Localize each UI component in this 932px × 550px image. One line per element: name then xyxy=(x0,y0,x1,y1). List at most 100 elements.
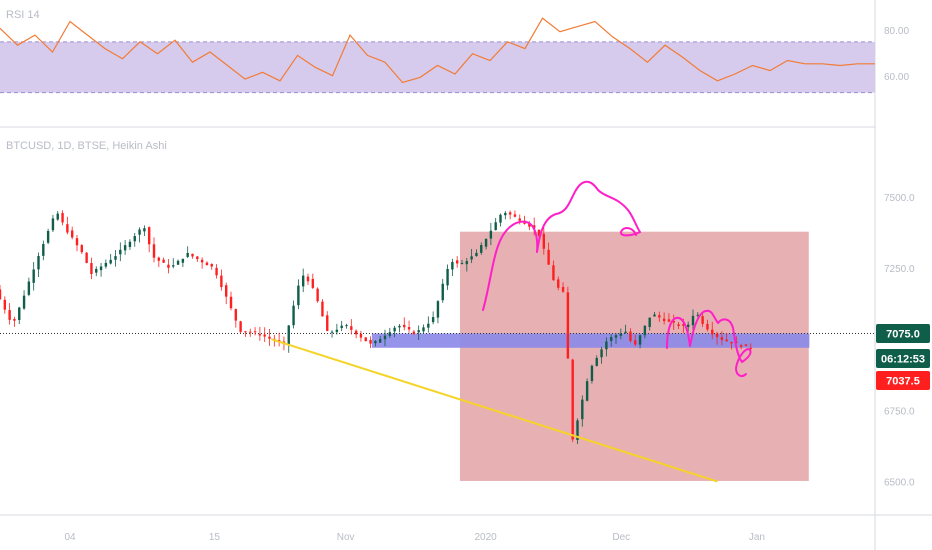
candle-body xyxy=(37,256,40,270)
candle-body xyxy=(571,359,574,440)
candle-body xyxy=(590,365,594,382)
candle-body xyxy=(239,321,242,332)
prev-close-badge xyxy=(876,371,930,391)
candle-body xyxy=(306,276,310,282)
candle-body xyxy=(480,245,483,253)
price-pane[interactable]: BTCUSD, 1D, BTSE, Heikin Ashi 7500.0 7250… xyxy=(0,140,930,489)
candle-body xyxy=(157,257,161,261)
candle-body xyxy=(369,339,372,344)
candle-body xyxy=(494,222,497,231)
candle-body xyxy=(609,337,613,341)
countdown-label: 06:12:53 xyxy=(881,354,925,366)
candle-body xyxy=(725,339,728,342)
candle-body xyxy=(335,329,339,333)
candle-body xyxy=(258,334,262,336)
time-axis[interactable]: 04 15 Nov 2020 Dec Jan xyxy=(64,532,765,543)
candle-body xyxy=(13,319,16,321)
time-tick-label: Jan xyxy=(749,532,765,543)
price-tick-label: 6750.0 xyxy=(884,406,915,417)
candle-body xyxy=(181,258,185,263)
candle-body xyxy=(326,315,329,331)
candle-body xyxy=(749,347,752,349)
candle-body xyxy=(614,335,618,338)
candle-body xyxy=(720,337,724,341)
time-tick-label: 04 xyxy=(64,532,76,543)
chart-title: BTCUSD, 1D, BTSE, Heikin Ashi xyxy=(6,140,167,152)
candle-body xyxy=(460,262,464,264)
candle-body xyxy=(196,256,199,260)
candle-body xyxy=(658,315,661,318)
candle-body xyxy=(547,249,550,265)
candle-body xyxy=(27,281,31,295)
rsi-line xyxy=(0,17,875,84)
trendline[interactable] xyxy=(270,338,718,483)
candle-body xyxy=(46,230,50,243)
candle-body xyxy=(152,244,156,258)
candle-body xyxy=(499,214,502,223)
price-badges: 7075.0 06:12:53 7037.5 xyxy=(876,324,930,391)
candle-body xyxy=(287,325,290,346)
candle-body xyxy=(359,333,363,338)
candle-body xyxy=(340,325,343,329)
candle-body xyxy=(200,259,204,263)
candle-body xyxy=(85,252,88,263)
countdown-badge xyxy=(876,349,930,369)
candle-body xyxy=(701,316,704,324)
candle-body xyxy=(99,266,103,271)
red-zone-rectangle[interactable] xyxy=(458,230,810,483)
candle-body xyxy=(446,268,449,286)
candle-body xyxy=(143,228,146,232)
time-tick-label: 15 xyxy=(209,532,221,543)
candle-body xyxy=(191,253,194,257)
candle-body xyxy=(455,260,459,264)
candle-body xyxy=(422,327,425,332)
pen-scribble-top[interactable] xyxy=(482,180,641,311)
candle-body xyxy=(667,319,671,322)
candle-body xyxy=(42,243,45,256)
candle-body xyxy=(220,275,223,288)
rsi-y-tick-label: 80.00 xyxy=(884,26,909,37)
candle-body xyxy=(393,327,396,332)
candle-body xyxy=(215,267,218,276)
candle-body xyxy=(648,317,651,327)
candle-body xyxy=(51,218,55,231)
candle-body xyxy=(427,323,430,328)
candle-body xyxy=(95,268,98,273)
candle-body xyxy=(292,305,295,326)
candle-body xyxy=(508,212,512,215)
candle-body xyxy=(585,381,589,401)
candle-body xyxy=(114,256,117,260)
candle-body xyxy=(451,261,454,270)
candle-body xyxy=(263,334,266,337)
candle-body xyxy=(489,230,493,239)
candle-body xyxy=(316,288,319,302)
candle-body xyxy=(128,241,132,248)
candle-body xyxy=(475,252,478,257)
candle-body xyxy=(566,292,570,359)
candle-body xyxy=(605,341,608,350)
candle-body xyxy=(398,325,401,328)
candle-body xyxy=(90,263,93,274)
candle-body xyxy=(595,358,598,366)
candle-body xyxy=(244,331,247,333)
support-band[interactable] xyxy=(371,333,810,348)
candle-body xyxy=(677,324,680,326)
candle-body xyxy=(624,331,627,333)
candle-body xyxy=(249,331,252,333)
candle-body xyxy=(696,314,700,316)
candle-body xyxy=(75,238,79,246)
candle-body xyxy=(66,224,69,233)
candle-body xyxy=(388,332,392,336)
candle-body xyxy=(80,245,84,253)
candle-body xyxy=(576,420,579,440)
candle-body xyxy=(119,249,122,255)
candle-body xyxy=(662,318,666,322)
candle-body xyxy=(412,331,416,334)
candle-body xyxy=(407,327,411,330)
candle-body xyxy=(557,279,560,288)
rsi-pane[interactable]: RSI 14 80.00 60.00 xyxy=(0,9,909,94)
pen-scribble-bottom[interactable] xyxy=(666,309,752,377)
candle-body xyxy=(441,283,444,301)
candle-body xyxy=(484,238,488,247)
candle-body xyxy=(465,261,469,265)
